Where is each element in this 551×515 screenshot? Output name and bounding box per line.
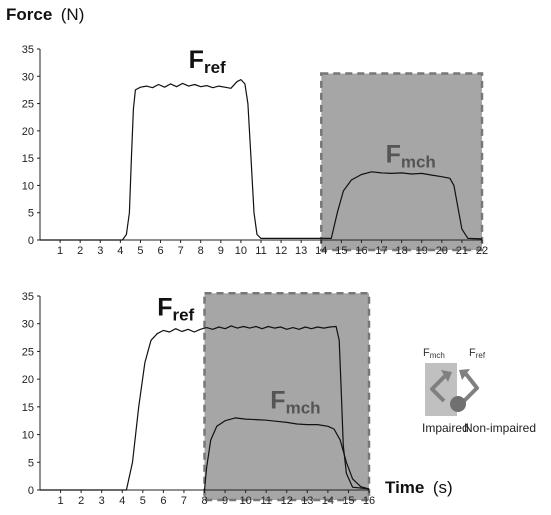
legend-fref-main: F [469,347,476,359]
bottom-x-tick-label: 16 [363,495,375,507]
bottom-y-tick-label: 10 [22,430,34,442]
bottom-y-tick-label: 30 [22,319,34,331]
fmch-arrow-icon [430,373,448,403]
top-y-tick-label: 0 [28,235,34,247]
top-y-tick-label: 25 [22,99,34,111]
bottom-x-tick-label: 4 [119,495,125,507]
top-x-tick-label: 11 [255,245,266,257]
top-x-tick-label: 7 [178,245,184,257]
top-x-tick-label: 4 [117,245,123,257]
top-x-tick-label: 22 [476,245,488,257]
top-annotation-sub: mch [401,153,436,172]
top-y-tick-label: 20 [22,126,34,138]
top-x-tick-label: 18 [396,245,408,257]
top-y-tick-label: 35 [22,44,34,56]
bottom-annotation-sub: mch [286,399,321,418]
top-x-tick-label: 8 [198,245,204,257]
bottom-y-tick-label: 25 [22,346,34,358]
top-x-tick-label: 15 [335,245,347,257]
bottom-annotation-fref: Fref [157,293,194,324]
top-x-tick-label: 6 [157,245,163,257]
bottom-x-tick-label: 10 [240,495,252,507]
top-x-tick-label: 19 [416,245,428,257]
bottom-y-tick-label: 35 [22,291,34,303]
bottom-x-tick-label: 3 [99,495,105,507]
legend-non-impaired-label: Non-impaired [464,421,536,435]
bottom-annotation-sub: ref [172,305,194,324]
bottom-x-tick-label: 8 [201,495,207,507]
top-x-tick-label: 21 [456,245,468,257]
legend-fmch-main: F [423,347,430,359]
bottom-annotation-main: F [270,387,285,415]
y-axis-title-bold: Force [6,5,52,24]
legend: Fmch Fref Impaired Non-impaired [422,347,536,435]
top-x-tick-label: 17 [375,245,387,257]
top-series-line-1 [40,79,483,241]
top-y-tick-label: 10 [22,180,34,192]
fref-arrow-icon [461,372,479,404]
top-x-tick-label: 20 [436,245,448,257]
bottom-x-tick-label: 13 [301,495,313,507]
top-y-tick-label: 5 [28,208,34,220]
bottom-x-tick-label: 5 [140,495,146,507]
bottom-x-tick-label: 2 [78,495,84,507]
bottom-x-tick-label: 6 [160,495,166,507]
bottom-x-tick-label: 9 [222,495,228,507]
legend-fmch-sub: mch [430,351,445,360]
top-y-tick-label: 15 [22,153,34,165]
bottom-x-tick-label: 12 [281,495,293,507]
top-x-tick-label: 9 [218,245,224,257]
top-annotation-sub: ref [204,58,226,77]
bottom-annotation-fmch: Fmch [270,387,320,418]
bottom-x-tick-label: 7 [181,495,187,507]
y-axis-title: Force (N) [6,5,84,24]
top-x-tick-label: 3 [97,245,103,257]
legend-impaired-label: Impaired [422,421,469,435]
fref-arrowhead-icon [459,369,470,380]
bottom-x-tick-label: 15 [342,495,354,507]
top-x-tick-label: 10 [235,245,247,257]
top-x-tick-label: 12 [275,245,287,257]
legend-fref-label: Fref [469,347,486,360]
bottom-y-tick-label: 20 [22,374,34,386]
bottom-series-line-2 [203,417,370,491]
legend-fref-sub: ref [476,351,486,360]
bottom-x-tick-label: 1 [58,495,64,507]
top-y-tick-label: 30 [22,71,34,83]
top-x-tick-label: 13 [295,245,307,257]
x-axis-title-bold: Time [385,478,424,497]
top-x-tick-label: 16 [355,245,367,257]
top-annotation-main: F [189,46,204,74]
bottom-annotation-main: F [157,293,172,321]
joint-knob-icon [450,396,466,412]
top-x-tick-label: 5 [137,245,143,257]
top-shaded-region [320,72,484,252]
x-axis-title: Time (s) [385,478,453,497]
bottom-x-tick-label: 11 [260,495,271,507]
bottom-y-tick-label: 0 [28,485,34,497]
bottom-y-tick-label: 15 [22,402,34,414]
x-axis-title-unit: (s) [433,478,453,497]
top-x-tick-label: 2 [77,245,83,257]
legend-fmch-label: Fmch [423,347,445,360]
bottom-x-tick-label: 14 [322,495,334,507]
top-annotation-fmch: Fmch [386,141,436,172]
top-x-tick-label: 1 [57,245,63,257]
bottom-y-tick-label: 5 [28,457,34,469]
y-axis-title-unit: (N) [61,5,85,24]
bottom-shaded-region [203,291,371,502]
top-annotation-main: F [386,141,401,169]
fmch-arrowhead-icon [441,370,452,382]
top-x-tick-label: 14 [315,245,327,257]
top-annotation-fref: Fref [189,46,226,77]
bottom-series-line-1 [40,325,370,491]
